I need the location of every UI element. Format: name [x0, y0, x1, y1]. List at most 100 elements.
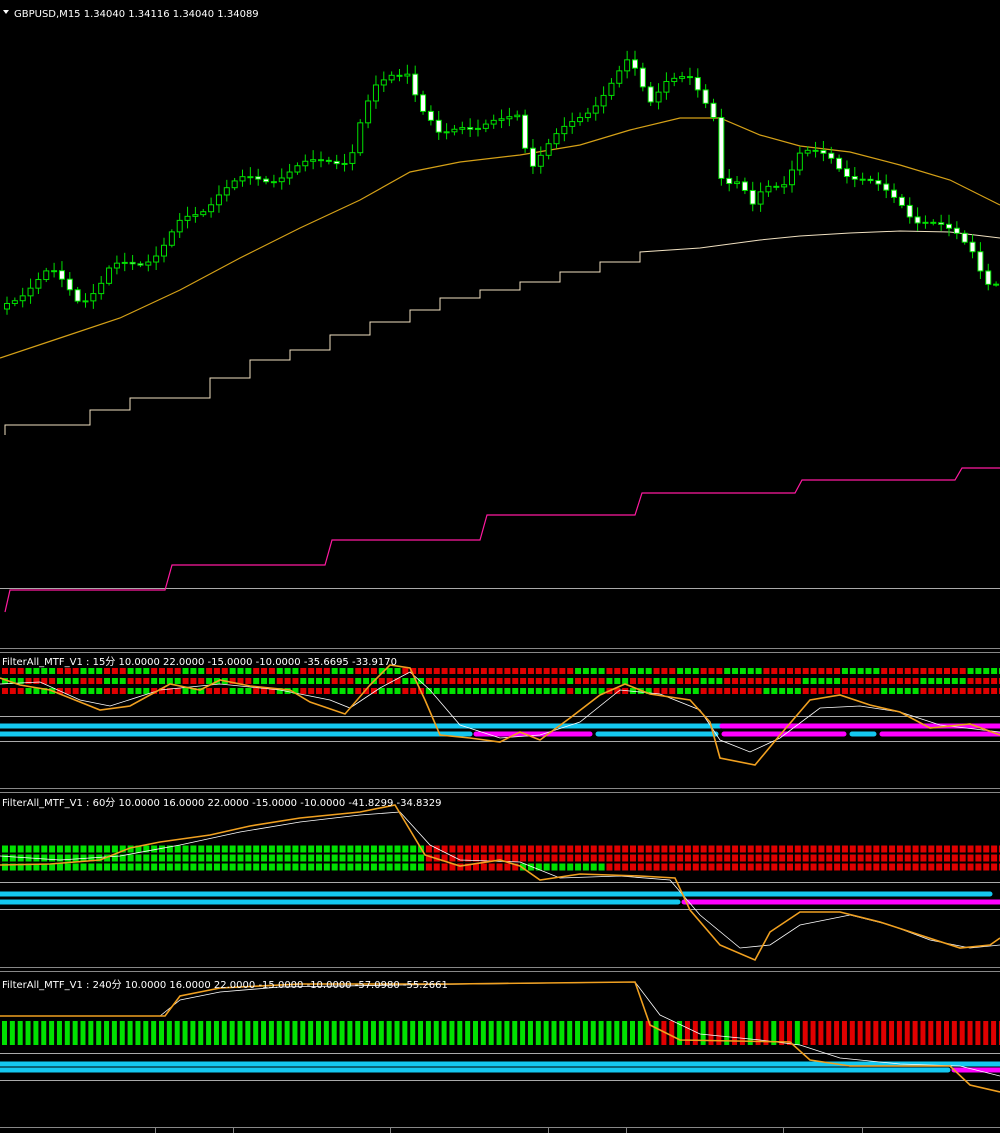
- signal-dot: [983, 1021, 989, 1029]
- signal-dot: [700, 688, 707, 694]
- signal-dot: [841, 678, 848, 684]
- signal-dot: [206, 1029, 212, 1037]
- signal-dot: [410, 863, 417, 871]
- signal-dot: [936, 1021, 942, 1029]
- signal-dot: [928, 688, 935, 694]
- signal-dot: [991, 688, 998, 694]
- signal-dot: [998, 863, 1000, 871]
- signal-dot: [166, 845, 173, 853]
- signal-dot: [33, 1037, 39, 1045]
- signal-dot: [677, 678, 684, 684]
- signal-dot: [72, 678, 79, 684]
- indicator-label: FilterAll_MTF_V1 : 15分 10.0000 22.0000 -…: [2, 656, 397, 668]
- candle-body: [200, 211, 207, 216]
- signal-dot: [582, 678, 589, 684]
- signal-dot: [661, 668, 668, 674]
- signal-dot: [331, 854, 338, 862]
- signal-dot: [873, 1029, 879, 1037]
- signal-dot: [56, 668, 63, 674]
- candle-body: [773, 185, 780, 188]
- signal-dot: [771, 688, 778, 694]
- signal-dot: [520, 1021, 526, 1029]
- signal-dot: [661, 845, 668, 853]
- signal-dot: [488, 1021, 494, 1029]
- signal-dot: [936, 688, 943, 694]
- signal-dot: [504, 845, 511, 853]
- signal-dot: [182, 1037, 188, 1045]
- signal-dot: [865, 845, 872, 853]
- signal-dot: [284, 854, 291, 862]
- signal-dot: [818, 1029, 824, 1037]
- signal-dot: [308, 678, 315, 684]
- signal-dot: [268, 863, 275, 871]
- signal-dot: [347, 1021, 353, 1029]
- signal-dot: [928, 1037, 934, 1045]
- signal-dot: [630, 1029, 635, 1037]
- signal-dot: [849, 1021, 855, 1029]
- signal-dot: [692, 688, 699, 694]
- signal-dot: [755, 1029, 761, 1037]
- candle-body: [27, 287, 34, 297]
- signal-dot: [166, 854, 173, 862]
- signal-dot: [473, 678, 479, 684]
- signal-dot: [889, 688, 896, 694]
- signal-dot: [418, 1037, 424, 1045]
- candle-body: [388, 74, 395, 81]
- signal-dot: [96, 668, 103, 674]
- signal-dot: [496, 678, 503, 684]
- signal-dot: [300, 678, 307, 684]
- signal-dot: [135, 1029, 141, 1037]
- signal-dot: [826, 668, 833, 674]
- signal-dot: [104, 668, 111, 674]
- signal-dot: [590, 845, 597, 853]
- signal-dot: [190, 668, 197, 674]
- signal-dot: [661, 863, 668, 871]
- signal-dot: [441, 854, 448, 862]
- signal-dot: [316, 845, 322, 853]
- signal-dot: [245, 854, 252, 862]
- collapse-arrow[interactable]: [3, 10, 9, 14]
- signal-dot: [559, 854, 566, 862]
- signal-dot: [983, 863, 990, 871]
- signal-dot: [473, 688, 479, 694]
- signal-dot: [865, 1021, 871, 1029]
- signal-dot: [512, 688, 519, 694]
- signal-dot: [166, 1037, 172, 1045]
- signal-dot: [818, 845, 825, 853]
- signal-dot: [896, 1021, 902, 1029]
- signal-dot: [771, 854, 778, 862]
- signal-dot: [378, 1021, 384, 1029]
- signal-dot: [268, 688, 275, 694]
- signal-dot: [119, 863, 126, 871]
- signal-dot: [889, 668, 896, 674]
- signal-dot: [433, 668, 440, 674]
- signal-dot: [308, 1037, 314, 1045]
- signal-dot: [653, 1029, 659, 1037]
- signal-dot: [166, 688, 173, 694]
- candle-body: [757, 191, 764, 205]
- signal-dot: [567, 678, 574, 684]
- signal-dot: [25, 668, 32, 674]
- signal-dot: [261, 1021, 267, 1029]
- ma-step: [4, 230, 1000, 435]
- signal-dot: [590, 688, 597, 694]
- signal-dot: [159, 678, 165, 684]
- signal-dot: [174, 1037, 180, 1045]
- signal-dot: [645, 1037, 651, 1045]
- signal-dot: [206, 1037, 212, 1045]
- candle-body: [263, 178, 270, 183]
- signal-dot: [64, 1029, 70, 1037]
- signal-dot: [708, 1021, 714, 1029]
- signal-dot: [473, 863, 479, 871]
- signal-dot: [253, 854, 260, 862]
- candle-body: [537, 154, 544, 167]
- signal-dot: [677, 845, 684, 853]
- signal-dot: [323, 668, 330, 674]
- signal-dot: [606, 1037, 612, 1045]
- signal-dot: [669, 845, 676, 853]
- candle-body: [686, 76, 693, 79]
- signal-dot: [300, 845, 307, 853]
- signal-dot: [755, 668, 762, 674]
- signal-dot: [622, 678, 629, 684]
- signal-dot: [724, 1029, 730, 1037]
